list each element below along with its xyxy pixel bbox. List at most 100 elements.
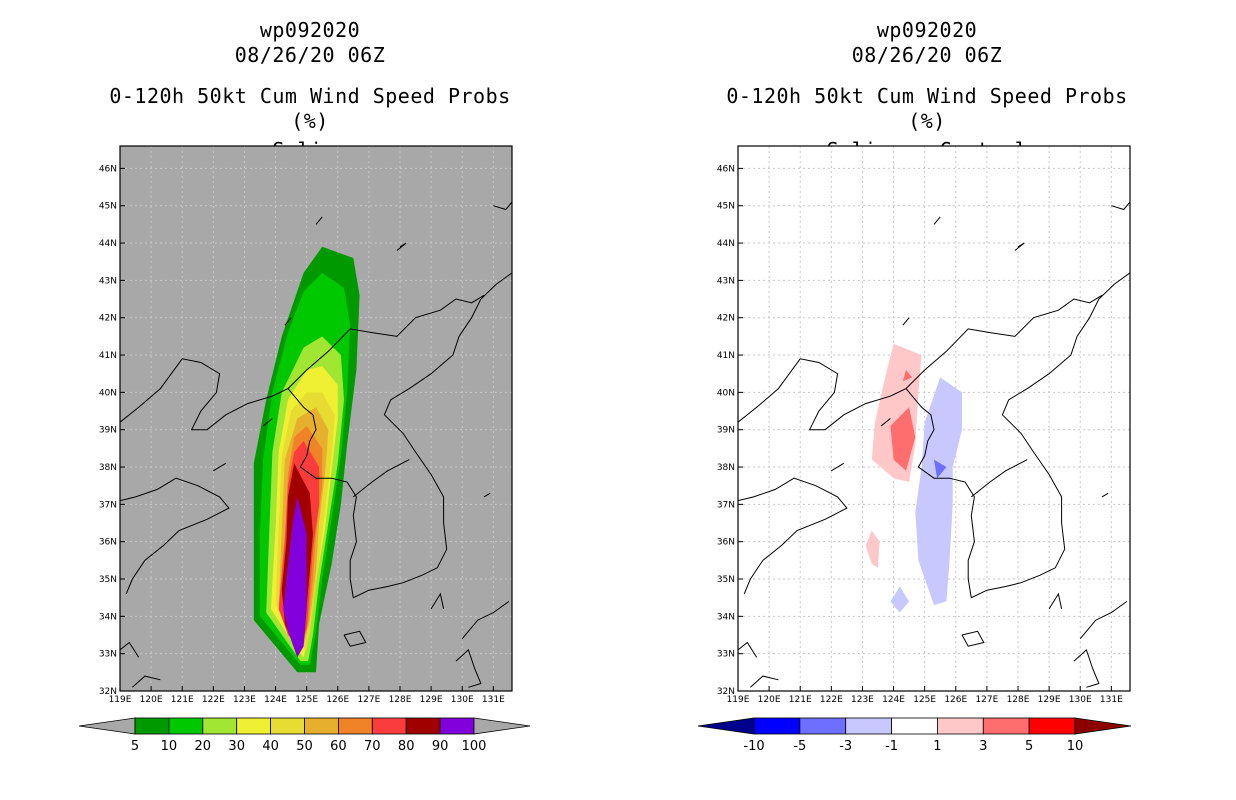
chart-panel-1: 119E 120E 121E 122E 123E 124E 125E 126E 127E 128E… xyxy=(717,145,1131,705)
coastline xyxy=(905,272,1130,599)
colorbar-swatch xyxy=(304,717,339,735)
coastline xyxy=(738,358,907,431)
y-tick-label: 32N xyxy=(717,687,735,697)
colorbar-swatch xyxy=(845,717,892,735)
colorbar-label: 70 xyxy=(364,739,381,754)
plot-area xyxy=(738,146,1130,691)
x-tick-label: 129E xyxy=(1038,695,1061,705)
right-datetime: 08/26/20 06Z xyxy=(851,43,1003,67)
colorbar-label: -10 xyxy=(743,739,764,754)
colorbar-label: -1 xyxy=(885,739,898,754)
colorbar-label: 5 xyxy=(131,739,139,754)
left-chart-title: 0-120h 50kt Cum Wind Speed Probs (%) xyxy=(109,84,511,133)
colorbar-swatch xyxy=(202,717,238,735)
colorbar-swatch xyxy=(937,717,984,735)
coastline xyxy=(902,317,910,326)
x-tick-label: 121E xyxy=(789,695,812,705)
coastline xyxy=(343,630,367,647)
colorbar-left-arrow xyxy=(78,717,136,735)
colorbar-swatch xyxy=(1028,717,1076,735)
coastline xyxy=(120,641,140,658)
y-tick-label: 35N xyxy=(99,575,117,585)
x-tick-label: 119E xyxy=(109,695,132,705)
coastline xyxy=(287,294,485,389)
colorbar-swatch xyxy=(753,717,801,735)
plot-frame xyxy=(737,145,1131,692)
coastline xyxy=(1101,492,1109,498)
coastline xyxy=(1073,649,1100,688)
coastline xyxy=(750,675,779,688)
y-tick-label: 38N xyxy=(717,463,735,473)
contour-level-neg3 xyxy=(934,459,947,479)
x-tick-label: 126E xyxy=(326,695,349,705)
y-tick-label: 44N xyxy=(99,239,117,249)
y-tick-label: 43N xyxy=(717,276,735,286)
colorbar-right-arrow xyxy=(1074,717,1132,735)
colorbar-label: 3 xyxy=(979,739,987,754)
coastline xyxy=(483,492,491,498)
x-tick-label: 124E xyxy=(882,695,905,705)
coastline xyxy=(315,216,323,225)
colorbar-swatch xyxy=(799,717,847,735)
coastline xyxy=(831,462,845,472)
contour-level-3 xyxy=(902,370,913,382)
x-tick-label: 126E xyxy=(944,695,967,705)
coastline xyxy=(132,675,161,688)
x-tick-label: 122E xyxy=(820,695,843,705)
y-tick-label: 35N xyxy=(717,575,735,585)
x-tick-label: 127E xyxy=(975,695,998,705)
contour-level-neg1 xyxy=(915,377,962,606)
x-tick-label: 125E xyxy=(913,695,936,705)
y-tick-label: 42N xyxy=(717,314,735,324)
y-tick-label: 43N xyxy=(99,276,117,286)
colorbar-left-arrow xyxy=(697,717,755,735)
coastline xyxy=(880,418,891,427)
colorbar-label: 100 xyxy=(462,739,487,754)
colorbar-swatch xyxy=(439,717,475,735)
coastline xyxy=(1111,201,1130,211)
contour-level-3 xyxy=(890,407,916,471)
y-tick-label: 32N xyxy=(99,687,117,697)
colorbar-swatch xyxy=(270,717,305,735)
coastline xyxy=(738,477,848,595)
y-tick-label: 46N xyxy=(717,164,735,174)
y-tick-label: 34N xyxy=(99,612,117,622)
coastline xyxy=(1014,242,1025,251)
contour-level-90 xyxy=(283,496,307,658)
colorbar-label: 20 xyxy=(195,739,212,754)
coastline xyxy=(213,462,227,472)
colorbar-label: 50 xyxy=(296,739,313,754)
plot-frame xyxy=(119,145,513,692)
coastline xyxy=(430,592,445,610)
coastline xyxy=(738,641,758,658)
y-tick-label: 40N xyxy=(717,388,735,398)
colorbar-right-arrow xyxy=(473,717,531,735)
x-tick-label: 121E xyxy=(171,695,194,705)
x-tick-label: 123E xyxy=(851,695,874,705)
x-tick-label: 129E xyxy=(420,695,443,705)
coastline xyxy=(1048,592,1063,610)
y-tick-label: 36N xyxy=(99,538,117,548)
colorbar-label: -5 xyxy=(793,739,806,754)
y-tick-label: 45N xyxy=(717,202,735,212)
colorbar-label: 1 xyxy=(933,739,941,754)
plot-area xyxy=(120,146,512,691)
colorbar-swatch xyxy=(134,717,170,735)
coastline xyxy=(905,294,1103,389)
coastline xyxy=(120,477,230,595)
y-tick-label: 44N xyxy=(717,239,735,249)
y-tick-label: 46N xyxy=(99,164,117,174)
y-tick-label: 39N xyxy=(99,426,117,436)
right-storm-id: wp092020 xyxy=(876,18,978,42)
coastline xyxy=(262,418,273,427)
y-tick-label: 42N xyxy=(99,314,117,324)
x-tick-label: 127E xyxy=(357,695,380,705)
x-tick-label: 119E xyxy=(727,695,750,705)
colorbar-1: -10 -5 -3 -1 1 3 5 10 xyxy=(697,717,1132,754)
x-tick-label: 131E xyxy=(1100,695,1123,705)
y-tick-label: 33N xyxy=(99,650,117,660)
x-tick-label: 120E xyxy=(758,695,781,705)
colorbar-label: -3 xyxy=(839,739,852,754)
x-tick-label: 124E xyxy=(264,695,287,705)
